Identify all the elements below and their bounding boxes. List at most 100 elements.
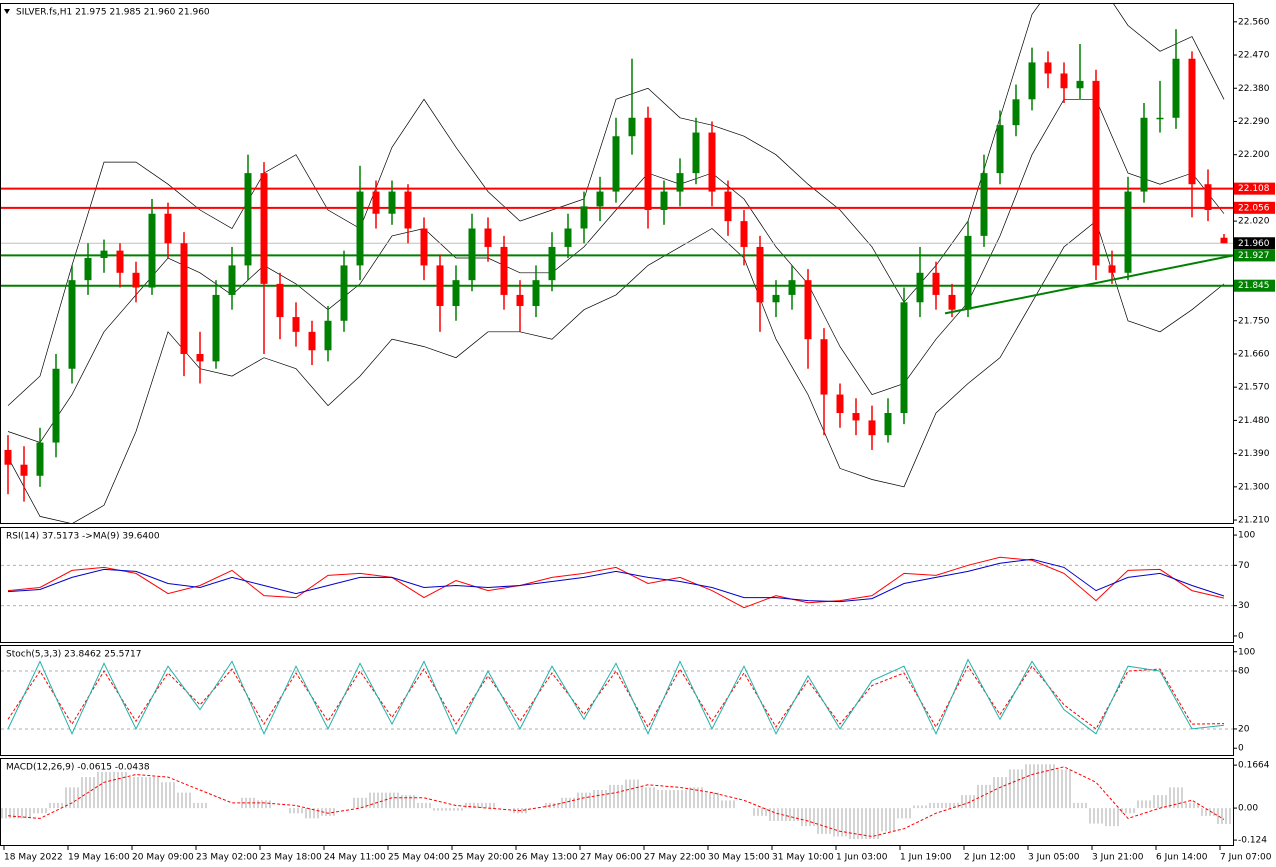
y-tick-label: 0.00 bbox=[1238, 804, 1258, 814]
plot-area bbox=[7, 658, 1225, 736]
price-tag-label: 21.927 bbox=[1238, 251, 1270, 261]
candle-body bbox=[20, 464, 28, 476]
panel-frames bbox=[0, 3, 1234, 846]
candle-body bbox=[452, 280, 460, 306]
stoch-panel bbox=[0, 645, 1234, 756]
price-panel bbox=[0, 3, 1234, 524]
x-tick-label: 3 Jun 21:00 bbox=[1092, 853, 1144, 863]
candle-body bbox=[884, 413, 892, 436]
candle-body bbox=[788, 280, 796, 295]
x-tick-label: 2 Jun 12:00 bbox=[964, 853, 1016, 863]
x-tick-label: 6 Jun 14:00 bbox=[1156, 853, 1208, 863]
candle-body bbox=[916, 272, 924, 303]
candle-body bbox=[596, 191, 604, 207]
price-tag bbox=[1234, 279, 1275, 292]
macd-label: MACD(12,26,9) -0.0615 -0.0438 bbox=[6, 763, 150, 773]
menu-arrow bbox=[4, 9, 10, 14]
x-tick-label: 31 May 10:00 bbox=[772, 853, 834, 863]
candle-body bbox=[276, 283, 284, 318]
candle-body bbox=[100, 250, 108, 259]
trendline bbox=[944, 254, 1233, 315]
candle-body bbox=[980, 173, 988, 236]
candle-body bbox=[1220, 237, 1228, 244]
y-tick-label: 30 bbox=[1238, 601, 1250, 611]
x-tick-label: 18 May 2022 bbox=[4, 853, 63, 863]
chart-title: SILVER.fs,H1 21.975 21.985 21.960 21.960 bbox=[16, 8, 210, 18]
candle-body bbox=[324, 320, 332, 351]
candle-body bbox=[500, 246, 508, 295]
candle-body bbox=[1092, 80, 1100, 266]
macd-panel bbox=[0, 758, 1234, 846]
candle-body bbox=[1044, 62, 1052, 74]
candle-body bbox=[1172, 58, 1180, 118]
candle-body bbox=[1108, 265, 1116, 273]
candle-body bbox=[180, 243, 188, 354]
y-tick-label: -0.124 bbox=[1238, 836, 1267, 846]
y-tick-label: 21.570 bbox=[1238, 383, 1270, 393]
x-tick-label: 1 Jun 03:00 bbox=[836, 853, 888, 863]
candle-body bbox=[612, 136, 620, 192]
plot-area bbox=[7, 556, 1225, 609]
y-tick-label: 21.480 bbox=[1238, 416, 1270, 426]
price-tag bbox=[1234, 237, 1275, 250]
x-tick-label: 23 May 02:00 bbox=[196, 853, 258, 863]
stoch-label: Stoch(5,3,3) 23.8462 25.5717 bbox=[6, 650, 141, 660]
plot-area bbox=[1, 4, 1233, 523]
candle-body bbox=[260, 173, 268, 284]
y-tick-label: 21.750 bbox=[1238, 316, 1270, 326]
candle-body bbox=[196, 353, 204, 362]
y-tick-label: 22.290 bbox=[1238, 117, 1270, 127]
x-tick-label: 23 May 18:00 bbox=[260, 853, 322, 863]
candle-body bbox=[468, 228, 476, 281]
candle-body bbox=[1124, 191, 1132, 273]
candle-body bbox=[1156, 117, 1164, 120]
candle-body bbox=[68, 280, 76, 369]
y-tick-label: 22.560 bbox=[1238, 17, 1270, 27]
stoch-main bbox=[7, 658, 1225, 736]
y-tick-label: 22.020 bbox=[1238, 217, 1270, 227]
plot-area bbox=[1, 764, 1231, 840]
x-tick-label: 24 May 11:00 bbox=[324, 853, 386, 863]
x-tick-label: 19 May 16:00 bbox=[68, 853, 130, 863]
candle-body bbox=[1188, 58, 1196, 185]
price-tag-label: 21.845 bbox=[1238, 281, 1270, 291]
candle-body bbox=[1060, 73, 1068, 89]
candle-body bbox=[692, 132, 700, 174]
candle-body bbox=[372, 191, 380, 214]
rsi-ma-line bbox=[7, 558, 1225, 603]
candle-body bbox=[420, 228, 428, 266]
candle-body bbox=[676, 173, 684, 192]
price-tag bbox=[1234, 201, 1275, 214]
candle-body bbox=[660, 191, 668, 211]
candle-body bbox=[900, 302, 908, 414]
candle-body bbox=[724, 191, 732, 222]
candle-body bbox=[964, 235, 972, 310]
candle-body bbox=[740, 221, 748, 247]
candle-body bbox=[148, 213, 156, 288]
x-tick-label: 30 May 15:00 bbox=[708, 853, 770, 863]
candle-body bbox=[820, 339, 828, 395]
macd-signal bbox=[7, 766, 1225, 838]
y-tick-label: 21.660 bbox=[1238, 349, 1270, 359]
candle-body bbox=[228, 265, 236, 295]
y-tick-label: 22.380 bbox=[1238, 84, 1270, 94]
x-tick-label: 25 May 04:00 bbox=[388, 853, 450, 863]
candle-body bbox=[436, 265, 444, 306]
x-tick-label: 26 May 13:00 bbox=[516, 853, 578, 863]
y-tick-label: 21.210 bbox=[1238, 516, 1270, 526]
bollinger-lower bbox=[7, 220, 1225, 523]
y-tick-label: 21.300 bbox=[1238, 482, 1270, 492]
candle-body bbox=[932, 272, 940, 295]
candle-body bbox=[644, 117, 652, 211]
x-tick-label: 20 May 09:00 bbox=[132, 853, 194, 863]
y-tick-label: 0 bbox=[1238, 744, 1244, 754]
price-tag-label: 22.108 bbox=[1238, 184, 1270, 194]
y-tick-label: 0.1664 bbox=[1238, 761, 1270, 771]
candle-body bbox=[1204, 184, 1212, 211]
x-tick-label: 27 May 22:00 bbox=[644, 853, 706, 863]
candle-body bbox=[804, 280, 812, 340]
y-tick-label: 0 bbox=[1238, 631, 1244, 641]
bollinger-upper bbox=[7, 4, 1225, 406]
candle-body bbox=[292, 317, 300, 332]
candle-body bbox=[868, 420, 876, 436]
